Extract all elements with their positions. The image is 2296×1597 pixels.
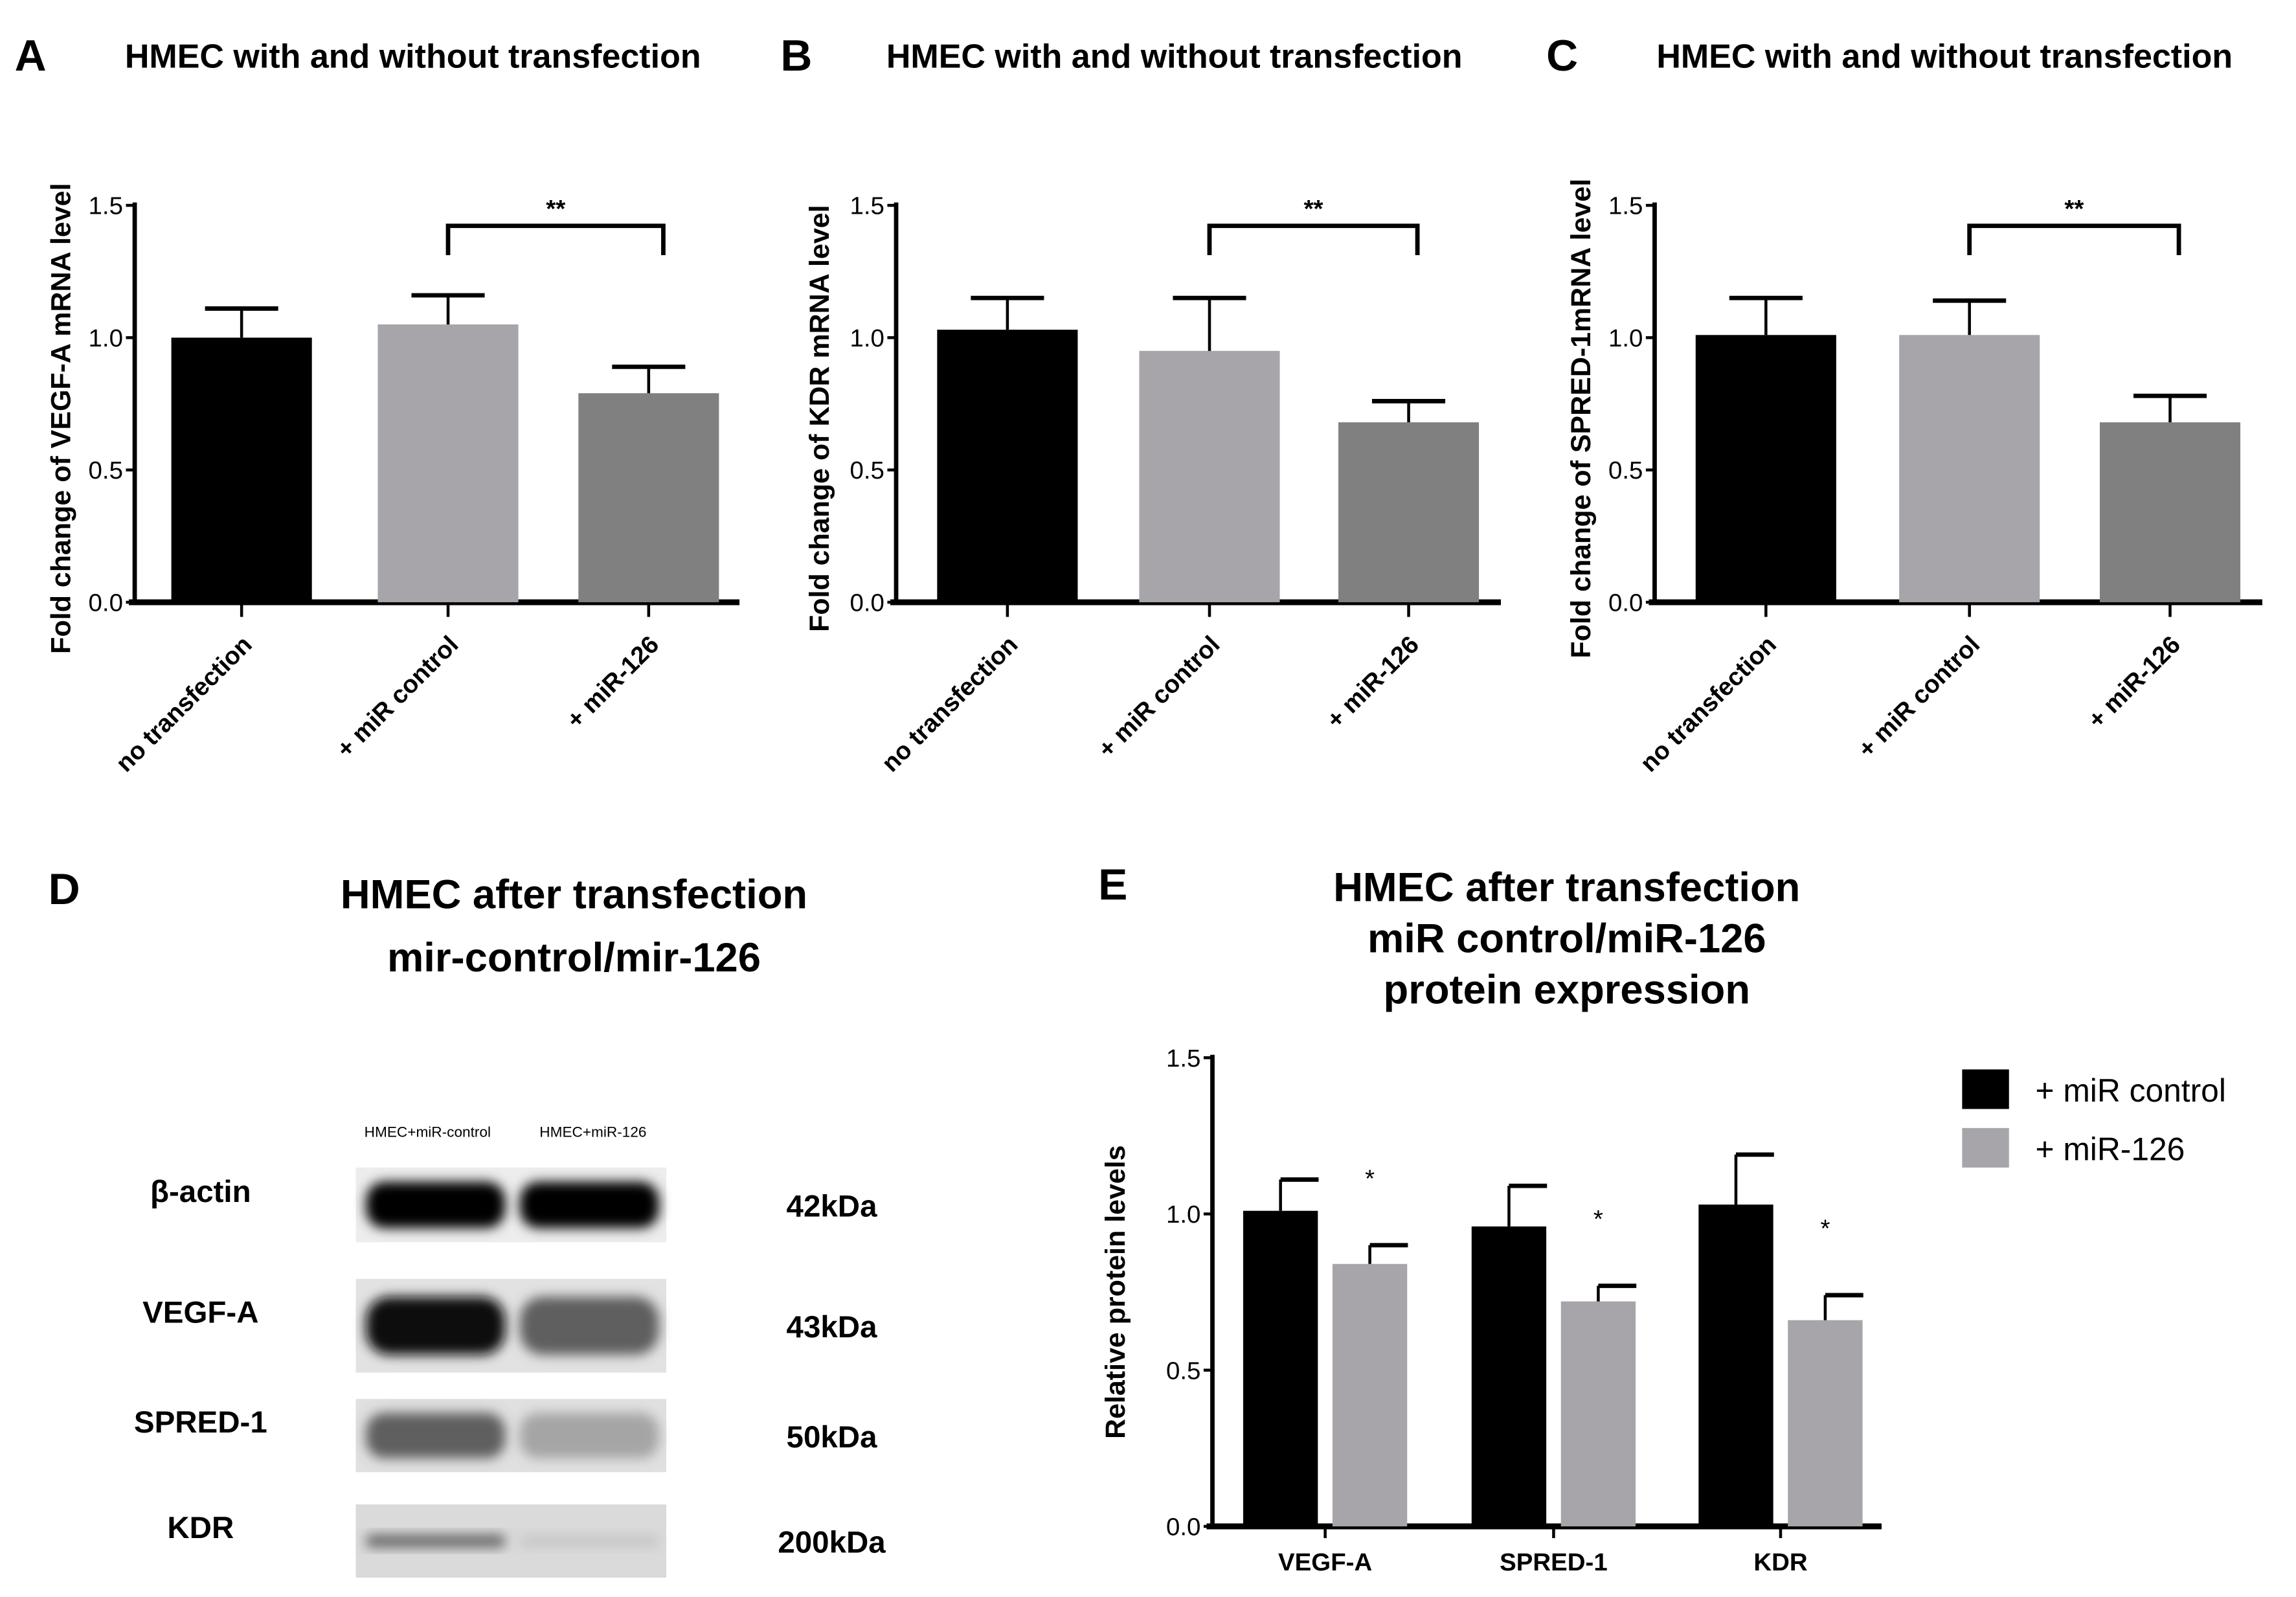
y-tick-label: 0.0 — [89, 589, 123, 617]
x-tick-label: + miR control — [1093, 631, 1226, 764]
x-tick-label: + miR-126 — [561, 631, 665, 734]
legend-label: + miR control — [2035, 1072, 2225, 1109]
panel-letter-a: A — [15, 32, 47, 80]
significance-label: ** — [546, 195, 565, 223]
bar — [937, 330, 1078, 602]
bar-mir-control — [1471, 1226, 1547, 1526]
panel-letter-b: B — [780, 32, 812, 80]
x-tick-label: VEGF-A — [1278, 1548, 1372, 1576]
significance-label: * — [1365, 1164, 1375, 1192]
y-tick-label: 0.0 — [850, 589, 884, 617]
blot-band — [519, 1534, 659, 1548]
chart-title-b: HMEC with and without transfection — [886, 38, 1463, 76]
bar — [2099, 422, 2241, 602]
bar-mir-control — [1698, 1205, 1773, 1526]
bar-mir-126 — [1788, 1320, 1863, 1526]
y-tick-label: 0.0 — [1608, 589, 1643, 617]
lane-label: HMEC+miR-126 — [539, 1124, 646, 1140]
panel-letter-c: C — [1546, 32, 1578, 80]
blot-band — [519, 1412, 659, 1458]
chart-title-c: HMEC with and without transfection — [1656, 38, 2233, 76]
protein-label: SPRED-1 — [134, 1405, 267, 1440]
significance-label: * — [1593, 1205, 1603, 1233]
chart-title-e-line3: protein expression — [1384, 968, 1750, 1013]
y-axis-label: Fold change of VEGF-A mRNA level — [46, 183, 77, 654]
chart-c: 0.0 0.5 1.0 1.5 Fold change of SPRED-1mRNA l… — [1566, 179, 2262, 778]
x-tick-label: KDR — [1753, 1548, 1807, 1576]
bar-mir-126 — [1560, 1301, 1636, 1526]
significance-bracket — [1207, 223, 1420, 255]
protein-label: VEGF-A — [142, 1296, 258, 1330]
significance-label: * — [1820, 1214, 1830, 1242]
y-tick-label: 1.0 — [89, 324, 123, 352]
bar — [1338, 422, 1480, 602]
y-axis-label: Fold change of SPRED-1mRNA level — [1566, 179, 1597, 659]
x-tick-label: + miR control — [332, 631, 464, 764]
chart-e: 0.0 0.5 1.0 1.5 Relative protein levels * VEGF… — [1100, 1045, 2226, 1576]
blot-title-line1: HMEC after transfection — [341, 872, 807, 918]
y-tick-label: 0.5 — [850, 457, 884, 484]
molecular-weight-label: 42kDa — [787, 1190, 878, 1224]
significance-label: ** — [1304, 195, 1323, 223]
molecular-weight-label: 50kDa — [787, 1420, 878, 1455]
blot-band — [519, 1297, 659, 1355]
blot-title-line2: mir-control/mir-126 — [387, 935, 761, 980]
bar-mir-126 — [1332, 1263, 1408, 1526]
protein-label: KDR — [167, 1511, 234, 1545]
y-tick-label: 1.0 — [1608, 324, 1643, 352]
blot-band — [519, 1181, 659, 1229]
chart-title-e-line2: miR control/miR-126 — [1367, 916, 1766, 961]
significance-label: ** — [2064, 195, 2084, 223]
blot-band — [366, 1297, 506, 1355]
legend-swatch — [1962, 1127, 2009, 1168]
blot-band — [366, 1412, 506, 1458]
chart-title-e-line1: HMEC after transfection — [1333, 865, 1800, 910]
panel-letter-d: D — [49, 865, 80, 914]
bar — [1695, 335, 1836, 602]
x-tick-label: no transfection — [1635, 631, 1782, 778]
y-axis-label: Relative protein levels — [1100, 1145, 1131, 1439]
x-tick-label: + miR-126 — [1321, 631, 1424, 734]
y-tick-label: 1.5 — [850, 192, 884, 220]
bar — [1899, 335, 2040, 602]
legend: + miR control + miR-126 — [1962, 1069, 2226, 1168]
legend-swatch — [1962, 1069, 2009, 1109]
lane-label: HMEC+miR-control — [365, 1124, 491, 1140]
significance-bracket — [445, 223, 666, 255]
y-axis-label: Fold change of KDR mRNA level — [804, 205, 835, 631]
y-tick-label: 1.0 — [1166, 1201, 1200, 1229]
chart-title-a: HMEC with and without transfection — [125, 38, 701, 76]
y-tick-label: 0.0 — [1166, 1513, 1200, 1541]
panel-letter-e: E — [1098, 861, 1127, 909]
bar-mir-control — [1243, 1210, 1318, 1526]
blot-band — [366, 1181, 506, 1229]
bar — [171, 337, 312, 602]
protein-label: β-actin — [150, 1175, 251, 1209]
y-tick-label: 0.5 — [89, 457, 123, 484]
legend-label: + miR-126 — [2035, 1131, 2185, 1168]
bar — [377, 324, 519, 602]
significance-bracket — [1967, 223, 2181, 255]
molecular-weight-label: 200kDa — [778, 1526, 886, 1560]
y-tick-label: 1.5 — [89, 192, 123, 220]
y-tick-label: 1.5 — [1166, 1045, 1200, 1072]
blot-band — [366, 1534, 506, 1548]
x-tick-label: no transfection — [111, 631, 258, 778]
y-tick-label: 1.0 — [850, 324, 884, 352]
bar — [1139, 350, 1280, 602]
y-tick-label: 0.5 — [1608, 457, 1643, 484]
y-tick-label: 0.5 — [1166, 1357, 1200, 1385]
y-tick-label: 1.5 — [1608, 192, 1643, 220]
molecular-weight-label: 43kDa — [787, 1310, 878, 1344]
chart-a: 0.0 0.5 1.0 1.5 Fold change of VEGF-A mRNA l… — [46, 183, 740, 778]
bar — [578, 393, 719, 602]
x-tick-label: + miR-126 — [2082, 631, 2186, 734]
x-tick-label: + miR control — [1852, 631, 1985, 764]
western-blot: HMEC+miR-control HMEC+miR-126 β-actin 42kDa… — [134, 1124, 886, 1578]
chart-b: 0.0 0.5 1.0 1.5 Fold change of KDR mRNA leve… — [804, 192, 1502, 778]
x-tick-label: SPRED-1 — [1500, 1548, 1608, 1576]
x-tick-label: no transfection — [877, 631, 1024, 778]
